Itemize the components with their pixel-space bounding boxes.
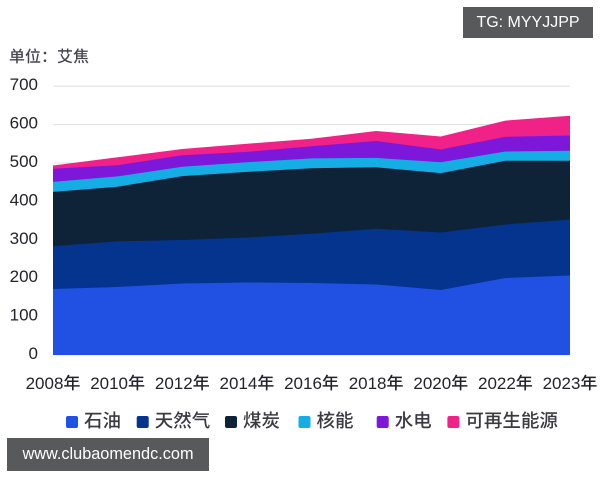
svg-text:2016: 2016 xyxy=(284,374,322,393)
svg-text:300: 300 xyxy=(10,229,38,248)
svg-text:0: 0 xyxy=(29,344,38,363)
svg-text:2014: 2014 xyxy=(220,374,258,393)
svg-text:2023: 2023 xyxy=(543,374,581,393)
svg-text:2018: 2018 xyxy=(349,374,387,393)
svg-text:2012: 2012 xyxy=(155,374,193,393)
svg-text:400: 400 xyxy=(10,190,38,209)
svg-text:2010: 2010 xyxy=(90,374,128,393)
svg-text:2022: 2022 xyxy=(478,374,516,393)
svg-text:2020: 2020 xyxy=(413,374,451,393)
svg-text:200: 200 xyxy=(10,267,38,286)
svg-text:600: 600 xyxy=(10,114,38,133)
svg-text:500: 500 xyxy=(10,152,38,171)
svg-text:100: 100 xyxy=(10,306,38,325)
svg-text:2008: 2008 xyxy=(26,374,64,393)
svg-text:700: 700 xyxy=(10,75,38,94)
